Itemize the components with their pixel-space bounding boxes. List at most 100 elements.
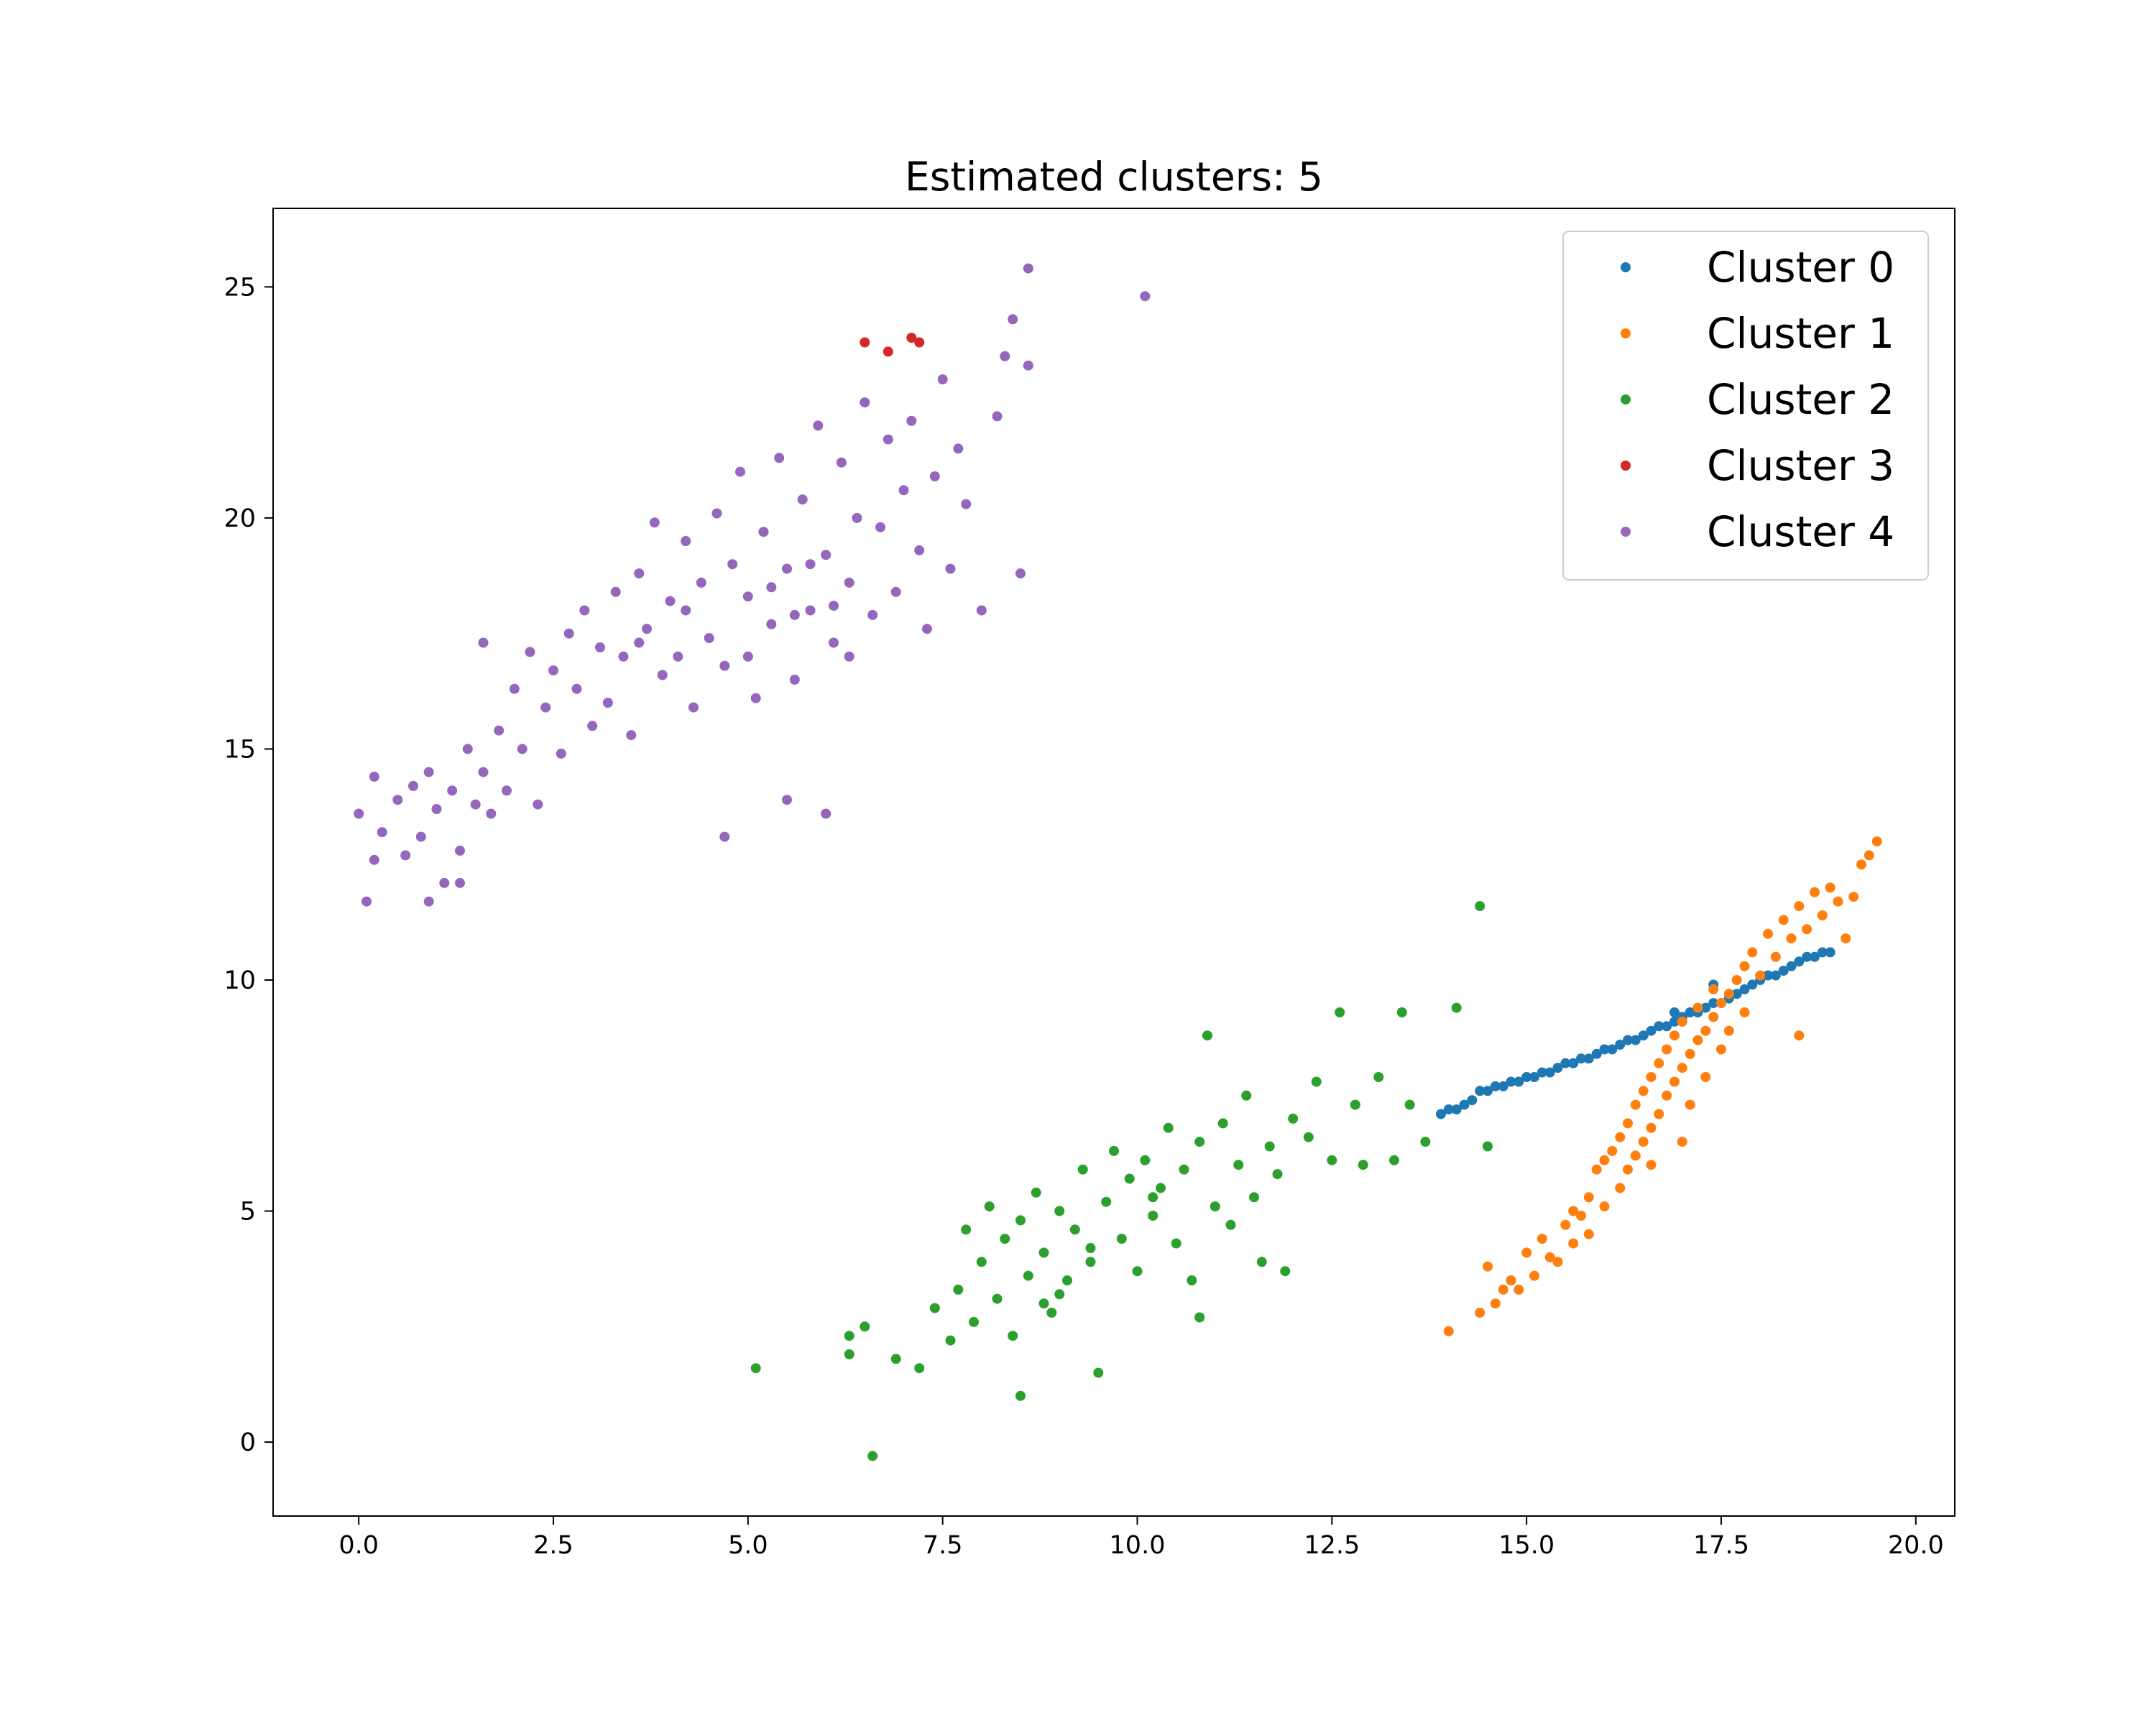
cluster-2-point bbox=[1241, 1090, 1252, 1101]
cluster-4-point bbox=[1023, 360, 1033, 371]
cluster-1-point bbox=[1552, 1257, 1563, 1267]
x-tick-label: 12.5 bbox=[1304, 1531, 1360, 1560]
plot-frame bbox=[272, 208, 1955, 1517]
cluster-2-point bbox=[1288, 1113, 1299, 1124]
cluster-4-point bbox=[852, 512, 862, 523]
cluster-4-point bbox=[642, 624, 652, 634]
cluster-1-point bbox=[1576, 1211, 1586, 1221]
cluster-0-point bbox=[1802, 951, 1812, 962]
cluster-4-point bbox=[742, 591, 753, 602]
cluster-2-point bbox=[1280, 1266, 1291, 1277]
cluster-4-point bbox=[758, 527, 769, 537]
cluster-1-point bbox=[1848, 892, 1859, 902]
cluster-0-point bbox=[1451, 1104, 1462, 1115]
cluster-2-point bbox=[1124, 1173, 1135, 1184]
cluster-4-point bbox=[681, 536, 691, 546]
cluster-1-point bbox=[1475, 1308, 1485, 1318]
cluster-4-point bbox=[486, 808, 497, 819]
cluster-1-point bbox=[1521, 1247, 1532, 1258]
cluster-2-point bbox=[1038, 1247, 1049, 1258]
cluster-4-point bbox=[1015, 568, 1026, 579]
cluster-4-point bbox=[548, 665, 558, 676]
cluster-1-point bbox=[1739, 961, 1750, 971]
cluster-2-point bbox=[1031, 1187, 1041, 1198]
cluster-2-point bbox=[1171, 1238, 1181, 1249]
cluster-2-point bbox=[1085, 1257, 1096, 1267]
cluster-2-point bbox=[1335, 1007, 1345, 1017]
cluster-1-point bbox=[1498, 1284, 1508, 1295]
cluster-4-point bbox=[914, 545, 925, 555]
cluster-1-point bbox=[1708, 1012, 1719, 1022]
cluster-1-point bbox=[1677, 1137, 1687, 1147]
y-tick-label: 0 bbox=[240, 1428, 256, 1457]
cluster-1-point bbox=[1685, 1048, 1695, 1059]
cluster-1-point bbox=[1537, 1234, 1547, 1244]
cluster-2-point bbox=[1475, 901, 1485, 912]
cluster-4-point bbox=[906, 415, 917, 426]
cluster-1-point bbox=[1747, 947, 1758, 958]
cluster-1-point bbox=[1794, 901, 1805, 912]
cluster-3-point bbox=[860, 337, 870, 348]
cluster-4-point bbox=[789, 675, 800, 685]
cluster-0-point bbox=[1623, 1035, 1633, 1045]
cluster-4-point bbox=[860, 397, 870, 408]
cluster-0-point bbox=[1654, 1021, 1664, 1032]
cluster-2-point bbox=[1389, 1155, 1399, 1165]
cluster-4-point bbox=[922, 624, 932, 634]
cluster-0-point bbox=[1467, 1095, 1478, 1106]
cluster-4-point bbox=[423, 767, 434, 777]
cluster-0-point bbox=[1544, 1067, 1555, 1078]
cluster-1-point bbox=[1810, 887, 1820, 897]
legend-label: Cluster 1 bbox=[1707, 309, 1894, 358]
cluster-1-point bbox=[1638, 1137, 1649, 1147]
x-axis: 0.0 2.5 5.0 7.5 10.0 12.5 15.0 17.5 20.0 bbox=[338, 1516, 1944, 1560]
cluster-2-point bbox=[1015, 1390, 1026, 1401]
cluster-2-point bbox=[1202, 1030, 1212, 1041]
cluster-0-point bbox=[1638, 1030, 1649, 1041]
cluster-4-point bbox=[821, 550, 831, 560]
cluster-2-point bbox=[1077, 1164, 1088, 1175]
cluster-4-point bbox=[875, 522, 885, 532]
cluster-1-point bbox=[1615, 1183, 1626, 1193]
cluster-1-point bbox=[1677, 1016, 1687, 1027]
cluster-4-point bbox=[455, 877, 465, 888]
cluster-4-point bbox=[431, 804, 442, 814]
cluster-1-point bbox=[1623, 1164, 1633, 1175]
cluster-1-point bbox=[1599, 1155, 1610, 1165]
cluster-4-point bbox=[673, 651, 683, 662]
cluster-4-point bbox=[587, 721, 598, 731]
cluster-2-point bbox=[1327, 1155, 1337, 1165]
cluster-4-point bbox=[782, 795, 792, 805]
y-tick-label: 15 bbox=[224, 735, 256, 764]
legend-label: Cluster 3 bbox=[1707, 441, 1894, 490]
cluster-1-point bbox=[1739, 1007, 1750, 1017]
cluster-0-point bbox=[1778, 966, 1789, 976]
cluster-2-point bbox=[1194, 1312, 1205, 1323]
cluster-4-point bbox=[470, 799, 481, 810]
cluster-2-point bbox=[1054, 1289, 1065, 1300]
cluster-0-point bbox=[1786, 961, 1797, 971]
cluster-1-point bbox=[1443, 1326, 1454, 1336]
cluster-2-point bbox=[969, 1316, 979, 1327]
y-tick-label: 25 bbox=[224, 273, 256, 302]
cluster-4-point bbox=[929, 471, 940, 481]
cluster-1-point bbox=[1544, 1252, 1555, 1262]
cluster-4-point bbox=[961, 499, 972, 509]
cluster-4-point bbox=[571, 683, 582, 694]
cluster-2-point bbox=[1264, 1141, 1275, 1152]
cluster-1-point bbox=[1490, 1298, 1501, 1309]
legend-marker bbox=[1621, 394, 1631, 405]
cluster-1-point bbox=[1856, 859, 1866, 870]
cluster-4-point bbox=[750, 693, 761, 703]
cluster-4-point bbox=[836, 457, 847, 468]
cluster-2-point bbox=[1008, 1331, 1018, 1341]
cluster-4-point bbox=[1000, 351, 1010, 361]
cluster-1-point bbox=[1833, 896, 1843, 907]
cluster-2-point bbox=[1256, 1257, 1267, 1267]
cluster-0-point bbox=[1475, 1086, 1485, 1096]
cluster-1-point bbox=[1770, 951, 1781, 962]
cluster-2-point bbox=[1069, 1224, 1080, 1235]
cluster-4-point bbox=[766, 582, 777, 593]
cluster-2-point bbox=[1140, 1155, 1151, 1165]
